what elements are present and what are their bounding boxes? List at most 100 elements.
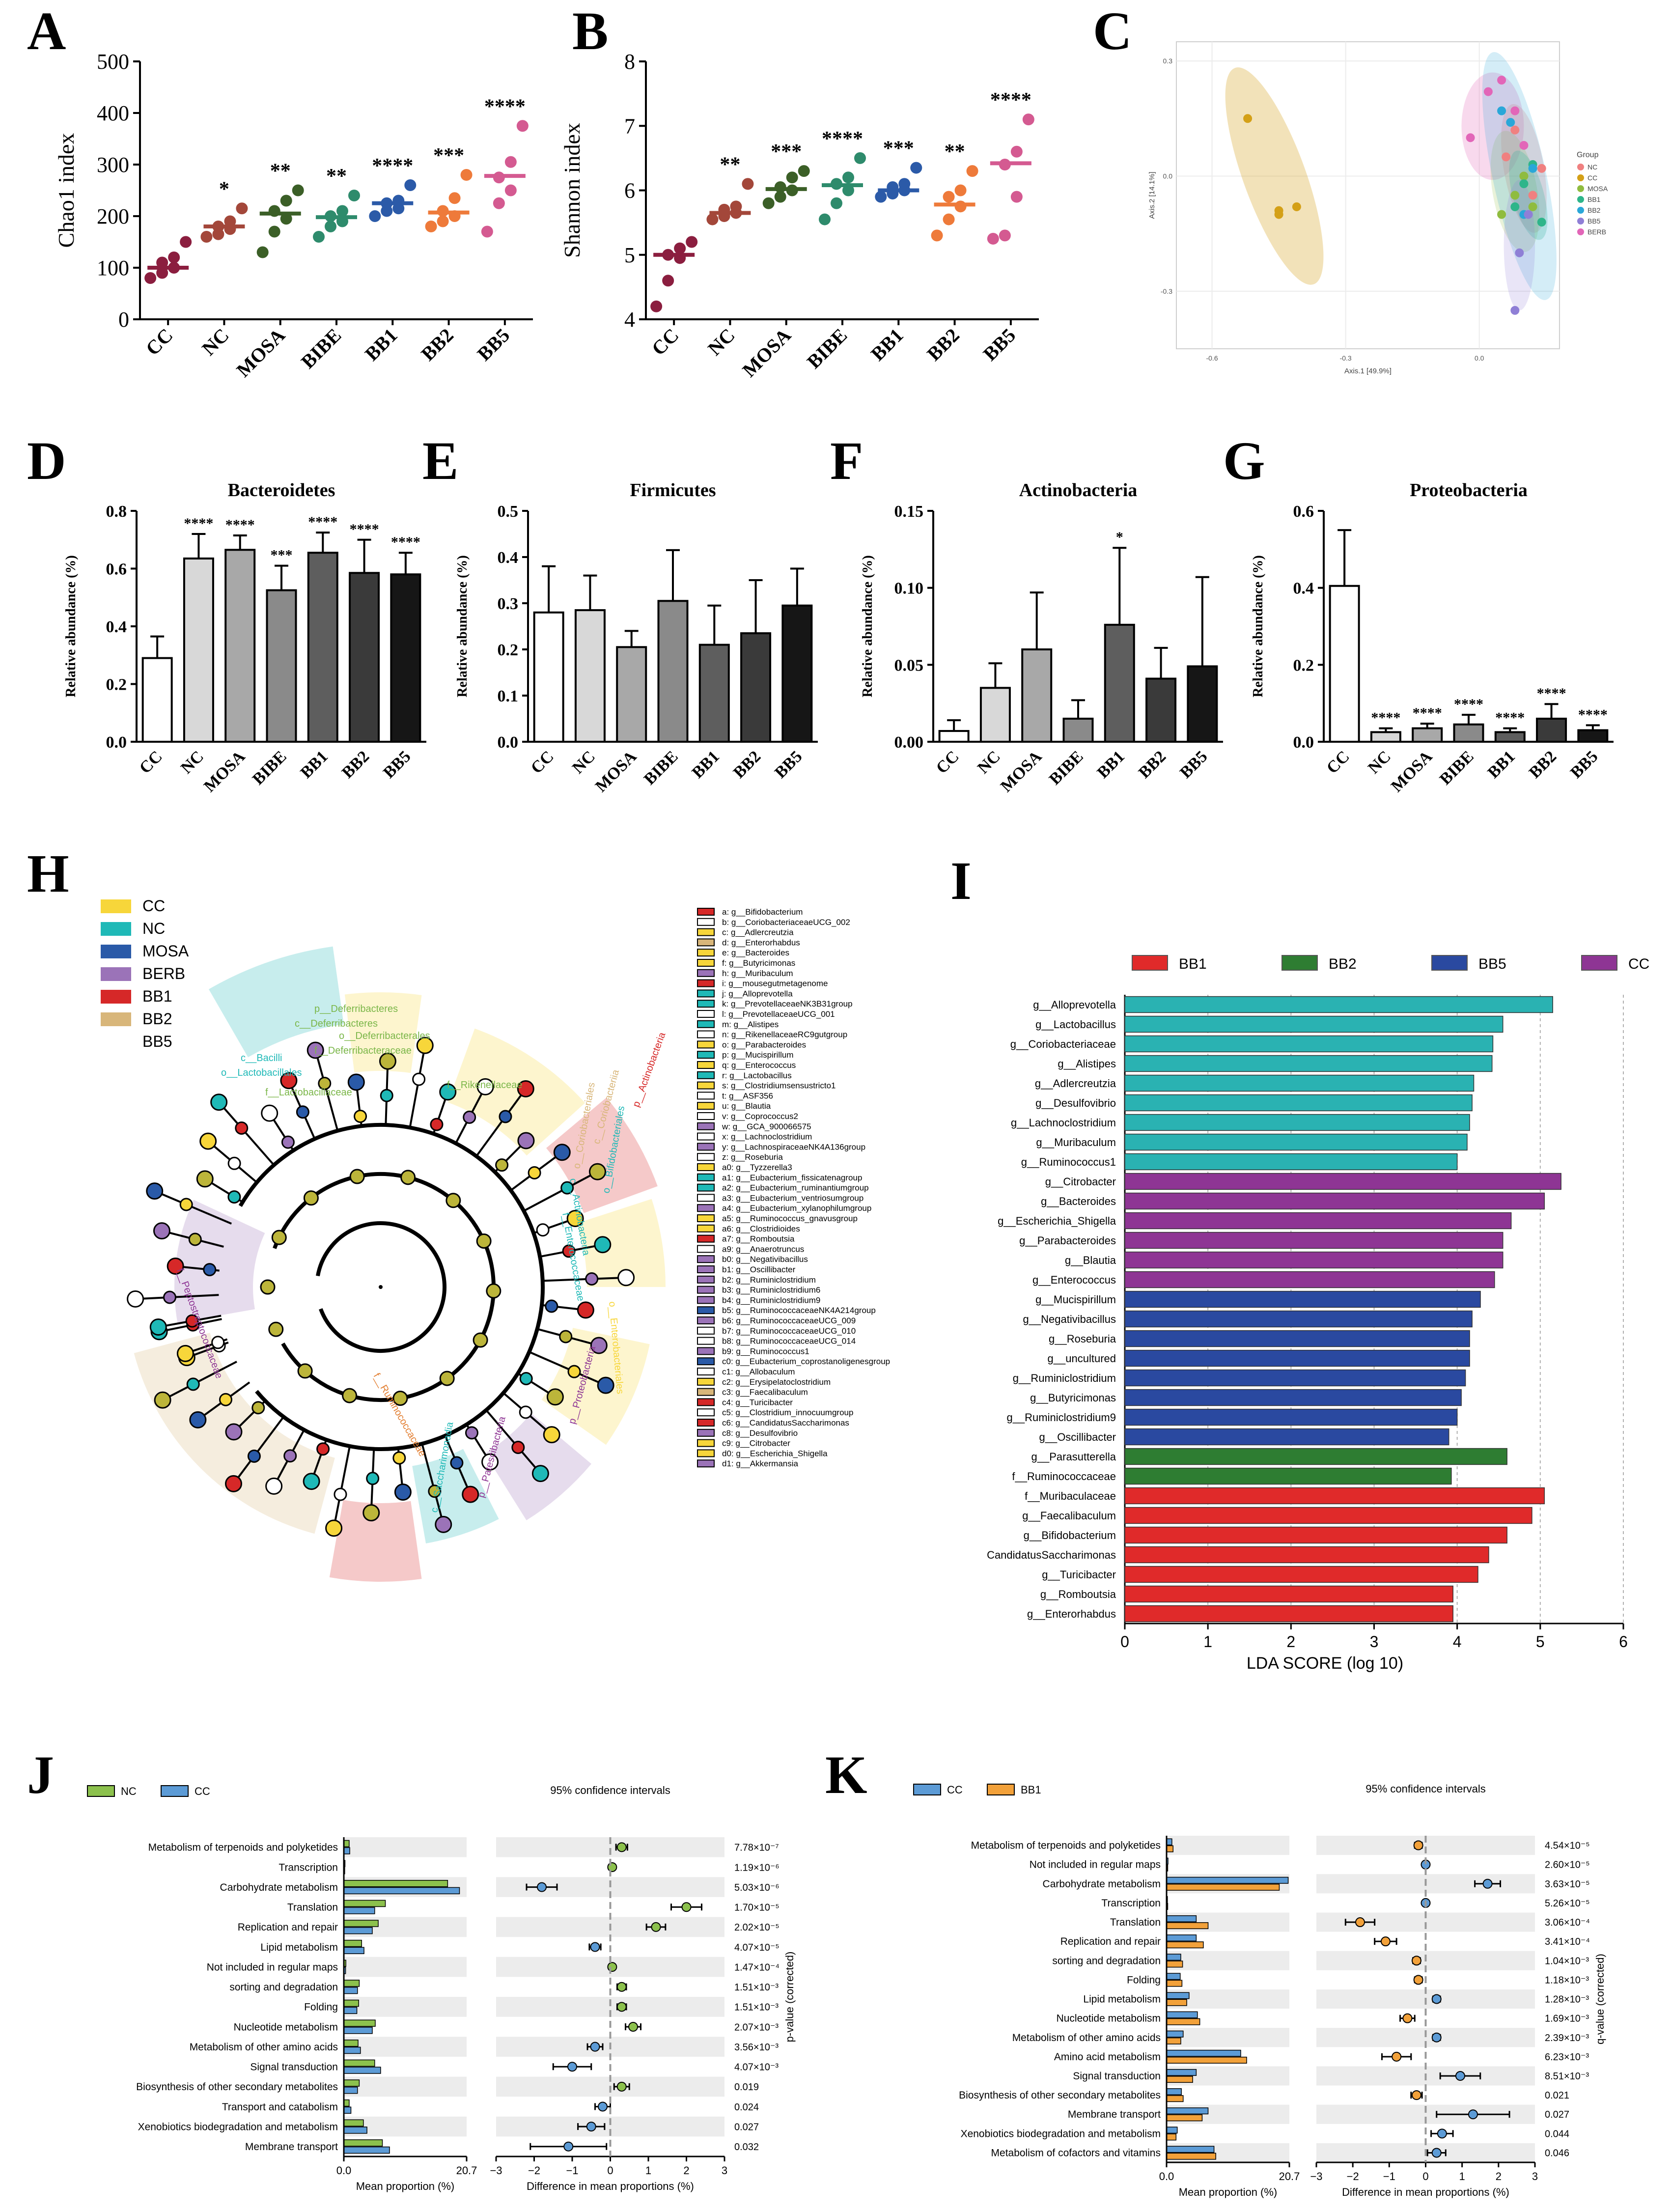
mean-bar <box>1166 1999 1187 2006</box>
diff-point <box>1411 2090 1421 2100</box>
x-tick-label: BB1 <box>361 324 402 365</box>
tree-arc <box>316 1221 446 1353</box>
legend-swatch <box>101 967 131 981</box>
tree-node <box>127 1290 144 1308</box>
x-tick-label: −1 <box>1383 2170 1395 2183</box>
x-tick-label: NC <box>703 324 739 360</box>
data-point <box>662 275 674 287</box>
tree-node <box>265 1477 283 1495</box>
x-tick-label: 0 <box>1120 1633 1129 1651</box>
x-tick-label: 20.7 <box>456 2164 477 2177</box>
lda-bar-label: g__uncultured <box>1048 1352 1116 1365</box>
x-tick-label: 6 <box>1619 1633 1628 1651</box>
tree-node <box>545 1299 558 1313</box>
lda-bar-label: g__Alloprevotella <box>1033 999 1116 1011</box>
legend-swatch <box>1577 164 1584 170</box>
genus-key-label: z: g__Roseburia <box>722 1152 783 1162</box>
y-tick-label: -0.3 <box>1161 287 1172 295</box>
p-value: 3.41×10⁻⁴ <box>1545 1936 1590 1947</box>
mean-bar <box>343 2127 367 2134</box>
significance-label: *** <box>771 140 802 163</box>
legend-swatch <box>1577 218 1584 224</box>
genus-key-label: c: g__Adlercreutzia <box>722 928 794 937</box>
significance-label: ** <box>270 160 291 183</box>
bar <box>1104 623 1135 743</box>
y-tick-label: 0.5 <box>498 503 519 521</box>
data-point <box>842 184 854 196</box>
x-tick-label: BIBE <box>1436 747 1477 788</box>
genus-key-swatch <box>697 1194 715 1202</box>
mean-bar <box>343 2059 375 2067</box>
p-value: 5.26×10⁻⁵ <box>1545 1898 1590 1909</box>
row-label: Translation <box>287 1902 338 1913</box>
legend-label: NC <box>121 1785 137 1797</box>
tree-node <box>188 1232 202 1246</box>
tree-node <box>167 1258 184 1275</box>
row-label: Signal transduction <box>1073 2071 1161 2082</box>
data-point <box>730 200 742 213</box>
chart-h-cladogram: CCNCMOSABERBBB1BB2BB5p__Deferribacteresc… <box>101 897 890 1582</box>
tree-node <box>465 1426 478 1440</box>
diff-point <box>1431 2032 1442 2043</box>
pcoa-point <box>1274 206 1283 215</box>
genus-key-swatch <box>697 1306 715 1315</box>
tree-node <box>392 1451 406 1465</box>
mean-bar <box>1166 1915 1197 1922</box>
tree-node <box>185 1314 199 1328</box>
data-point <box>156 256 168 269</box>
p-value: 2.07×10⁻³ <box>734 2022 779 2033</box>
genus-key-label: c2: g__Erysipelatoclostridium <box>722 1377 831 1387</box>
tree-node <box>380 1089 393 1102</box>
genus-key-label: b8: g__RuminococcaceaeUCG_014 <box>722 1337 856 1346</box>
tree-node <box>349 1169 365 1184</box>
tree-node <box>225 1423 243 1441</box>
x-tick-label: BIBE <box>803 324 851 373</box>
lda-bar <box>1124 996 1553 1013</box>
diff-point <box>1431 1994 1442 2004</box>
x-tick-label: 1 <box>1203 1633 1212 1651</box>
lda-bar <box>1124 1389 1462 1406</box>
genus-key-label: a7: g__Romboutsia <box>722 1234 795 1244</box>
diff-point <box>1482 1878 1493 1889</box>
legend-label: BB5 <box>1478 956 1506 972</box>
lda-bar-label: g__Parabacteroides <box>1019 1234 1116 1247</box>
legend-label: CC <box>1587 174 1597 182</box>
p-value: 1.51×10⁻³ <box>734 1982 779 1993</box>
data-point <box>1010 145 1023 158</box>
data-point <box>898 178 911 190</box>
data-point <box>437 215 449 227</box>
p-value: 2.02×10⁻⁵ <box>734 1922 780 1933</box>
tree-branch <box>485 1409 541 1474</box>
x-tick-label: −1 <box>566 2164 578 2177</box>
tree-branch <box>542 1276 626 1282</box>
lda-bar-label: g__Faecalibaculum <box>1022 1510 1116 1522</box>
x-tick-label: 3 <box>722 2164 727 2177</box>
tree-node <box>296 1105 309 1119</box>
data-point <box>875 191 887 203</box>
data-point <box>954 184 967 196</box>
tree-node <box>342 1388 358 1403</box>
x-tick-label: 2 <box>683 2164 689 2177</box>
berb-ellipse <box>1461 72 1524 180</box>
mean-bar <box>1166 1960 1183 1968</box>
legend-swatch <box>1577 196 1584 203</box>
x-tick-label: 0.0 <box>336 2164 352 2177</box>
lda-bar-label: g__Parasutterella <box>1031 1451 1116 1463</box>
chart-i-lda: BB1BB2BB5CCNCg__Alloprevotellag__Lactoba… <box>987 955 1649 1673</box>
genus-key-label: w: g__GCA_900066575 <box>722 1122 811 1131</box>
p-value: 0.046 <box>1545 2148 1569 2158</box>
significance-label: **** <box>484 95 526 118</box>
bar <box>1494 731 1526 743</box>
mean-bar <box>1166 2049 1241 2057</box>
x-tick-label: MOSA <box>738 324 795 381</box>
diff-point <box>1402 2013 1413 2023</box>
row-label: Biosynthesis of other secondary metaboli… <box>959 2090 1161 2101</box>
p-value: 1.51×10⁻³ <box>734 2002 779 2013</box>
significance-label: **** <box>990 89 1031 112</box>
tree-branch <box>421 1443 445 1525</box>
mean-bar <box>343 2099 350 2107</box>
tree-root <box>379 1285 383 1289</box>
chart-title: Bacteroidetes <box>228 480 335 501</box>
lda-bar-label: g__Ruminiclostridium <box>1013 1372 1116 1384</box>
genus-key-label: c9: g__Citrobacter <box>722 1439 790 1448</box>
